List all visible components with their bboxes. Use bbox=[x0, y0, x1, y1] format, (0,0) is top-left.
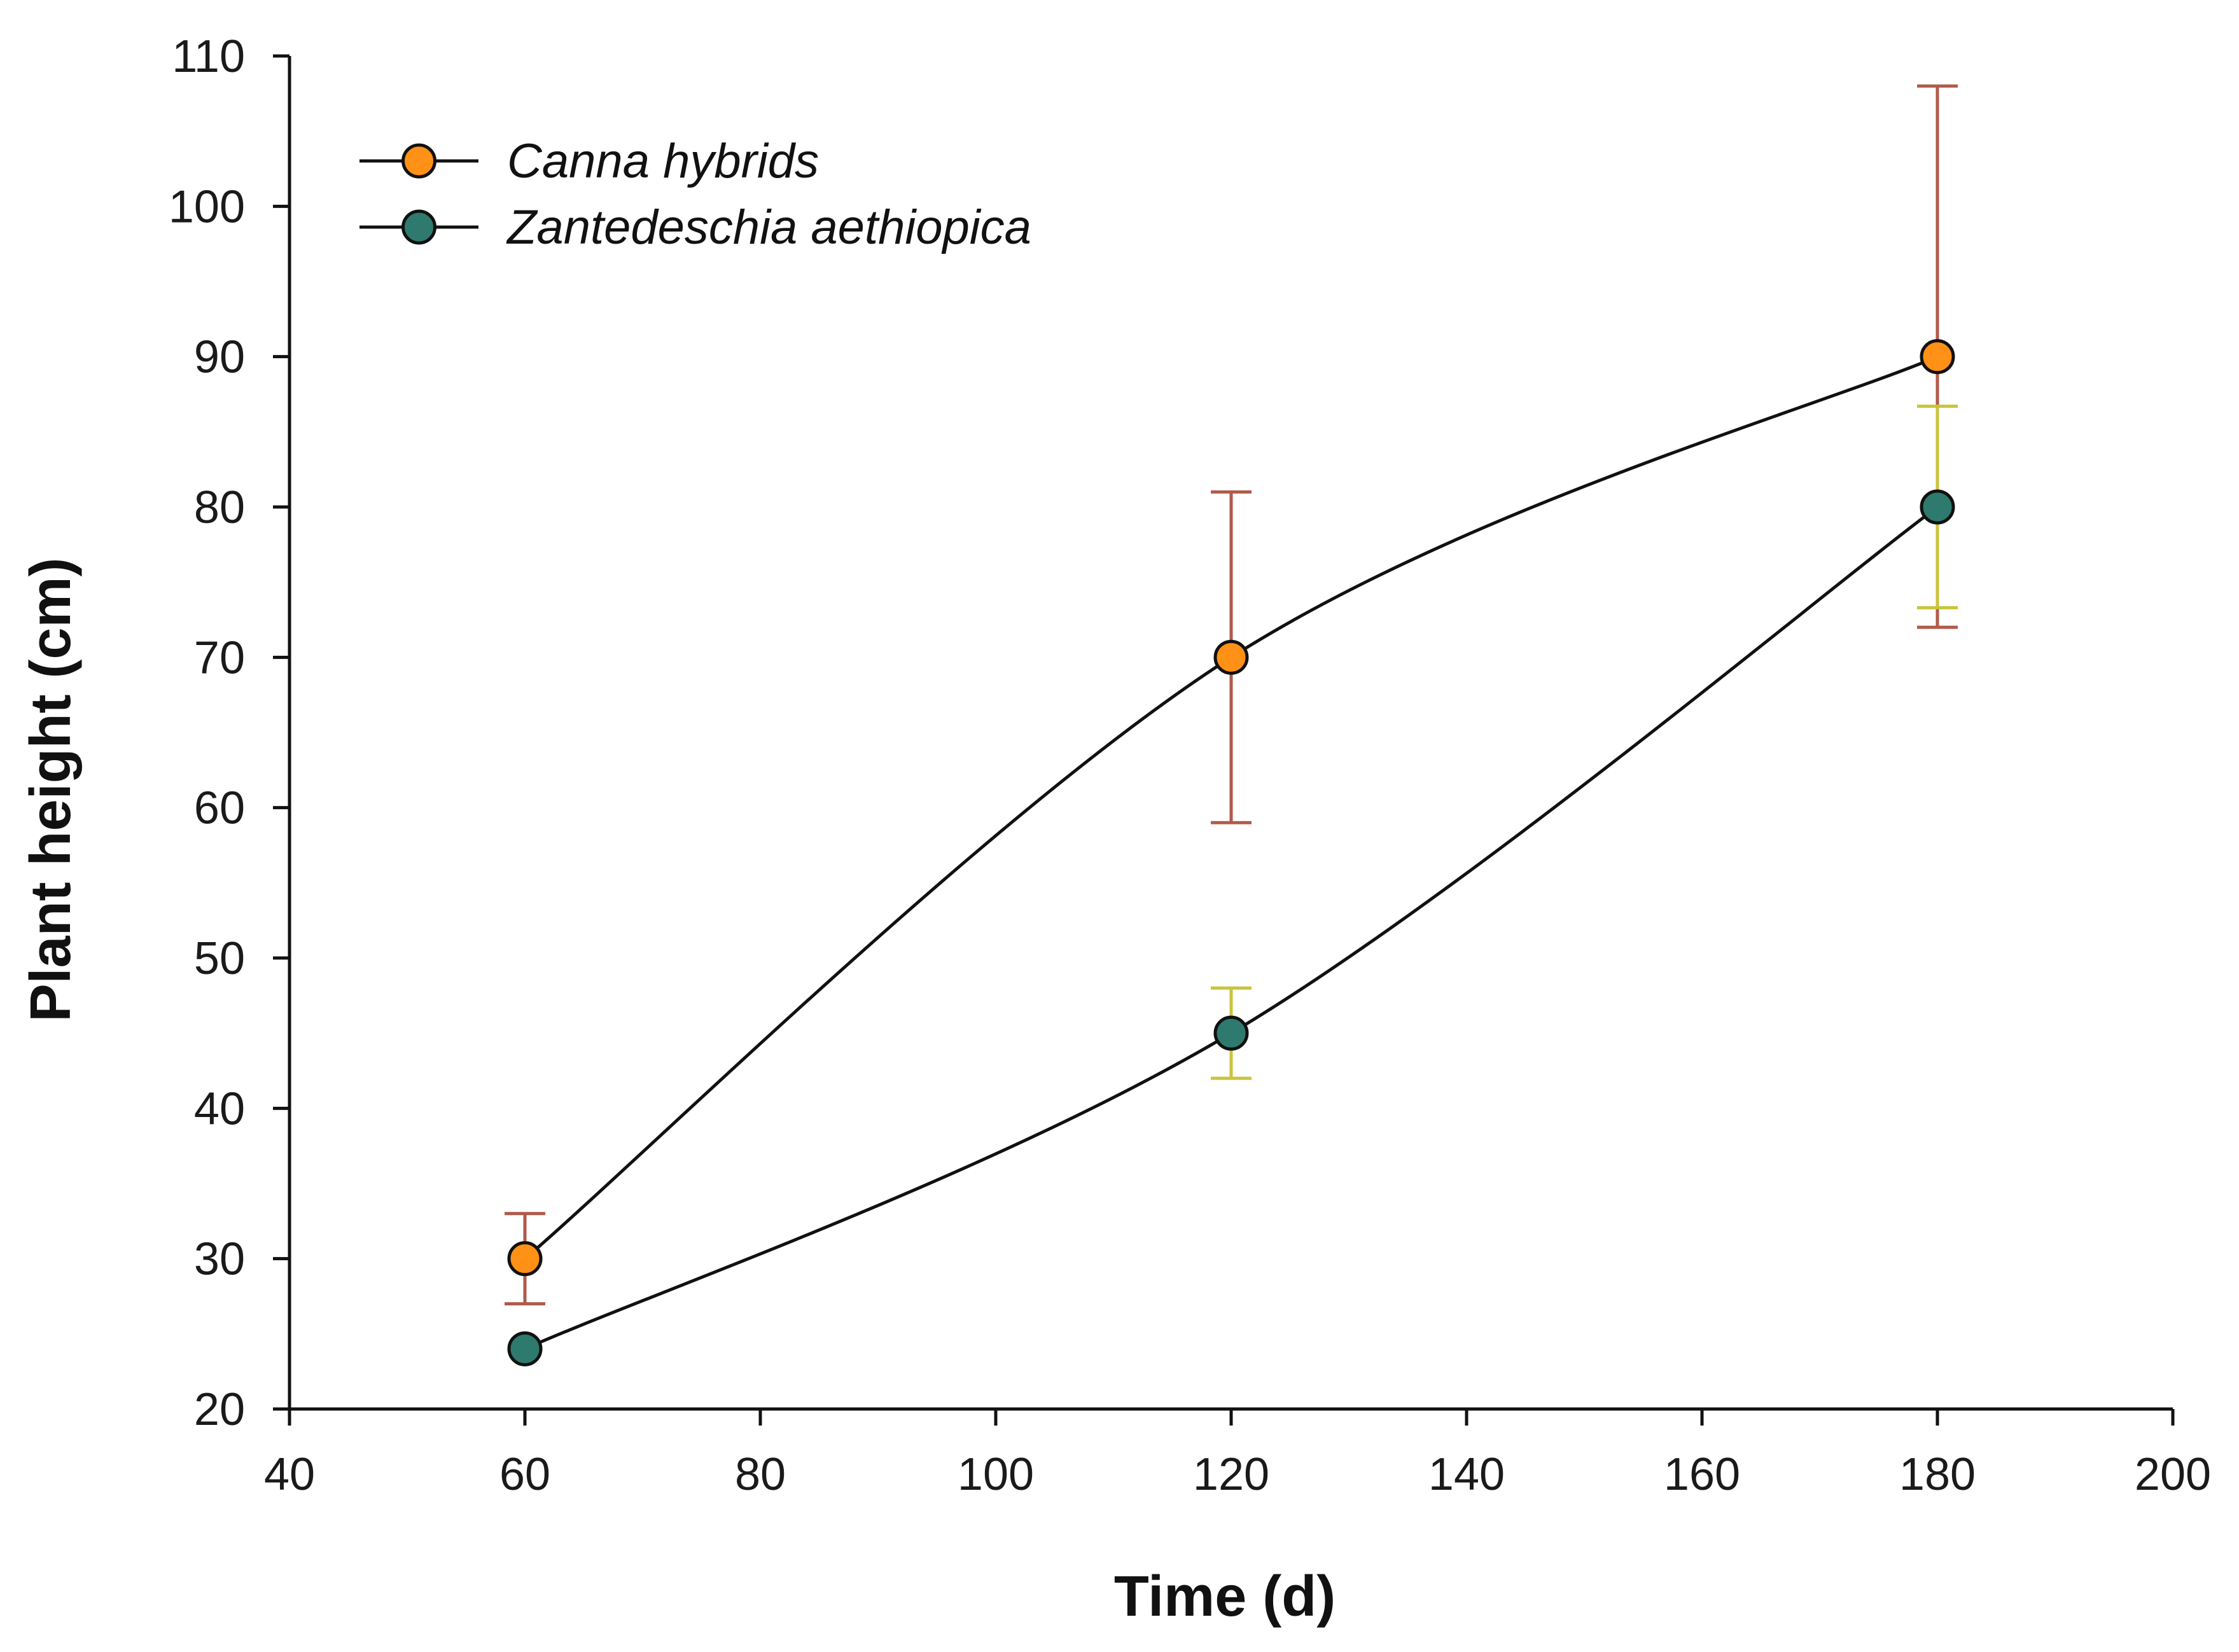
legend-entry-canna: Canna hybrids bbox=[359, 134, 819, 188]
legend-marker bbox=[401, 209, 436, 245]
x-tick-label: 160 bbox=[1664, 1449, 1740, 1500]
x-tick-label: 120 bbox=[1193, 1449, 1269, 1500]
data-point-zantedeschia bbox=[1920, 489, 1955, 525]
y-tick-label: 20 bbox=[194, 1384, 245, 1435]
x-tick-label: 140 bbox=[1428, 1449, 1505, 1500]
legend-label: Zantedeschia aethiopica bbox=[506, 200, 1031, 254]
x-tick-label: 80 bbox=[735, 1449, 786, 1500]
x-tick-label: 40 bbox=[264, 1449, 315, 1500]
y-tick-label: 110 bbox=[172, 31, 245, 82]
error-bars bbox=[505, 84, 1958, 1306]
legend-label: Canna hybrids bbox=[507, 134, 819, 188]
y-tick-label: 100 bbox=[169, 181, 245, 232]
legend-marker bbox=[401, 143, 436, 179]
y-tick-label: 40 bbox=[194, 1083, 245, 1134]
series-line-canna bbox=[524, 355, 1938, 1260]
x-tick-label: 100 bbox=[958, 1449, 1034, 1500]
legend: Canna hybrids Zantedeschia aethiopica bbox=[359, 134, 1031, 254]
data-point-zantedeschia bbox=[1213, 1015, 1249, 1051]
y-tick-label: 90 bbox=[194, 332, 245, 383]
data-point-canna bbox=[1920, 339, 1955, 375]
x-tick-label: 60 bbox=[499, 1449, 550, 1500]
y-tick-label: 70 bbox=[194, 632, 245, 683]
y-tick-label: 80 bbox=[194, 482, 245, 533]
x-axis-title: Time (d) bbox=[1114, 1565, 1336, 1628]
y-tick-label: 50 bbox=[194, 933, 245, 984]
x-tick-label: 200 bbox=[2135, 1449, 2211, 1500]
y-axis-title: Plant height (cm) bbox=[19, 557, 83, 1022]
data-point-canna bbox=[1213, 639, 1249, 675]
y-tick-label: 30 bbox=[194, 1234, 245, 1285]
data-point-canna bbox=[507, 1241, 543, 1277]
data-point-zantedeschia bbox=[507, 1331, 543, 1366]
axes: 20 30 40 50 60 70 80 90 100 110 40 60 80 100 120 140 160… bbox=[19, 31, 2211, 1628]
x-tick-label: 180 bbox=[1899, 1449, 1976, 1500]
y-tick-label: 60 bbox=[194, 783, 245, 834]
series-markers bbox=[507, 339, 1955, 1366]
legend-entry-zantedeschia: Zantedeschia aethiopica bbox=[359, 200, 1031, 254]
